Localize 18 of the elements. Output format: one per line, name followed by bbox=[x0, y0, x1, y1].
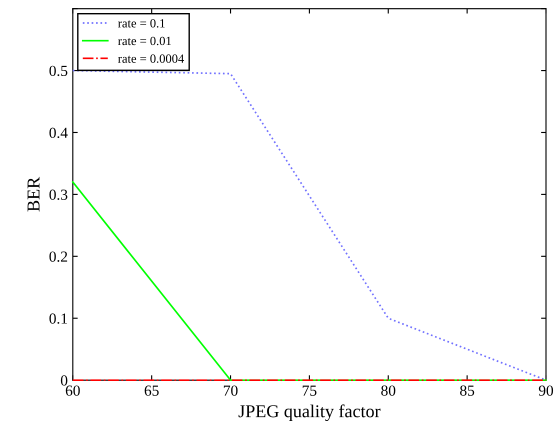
x-tick-label: 85 bbox=[460, 385, 474, 396]
y-tick-label: 0.2 bbox=[49, 251, 68, 262]
x-tick-label: 90 bbox=[538, 385, 554, 396]
x-tick-label: 60 bbox=[66, 385, 80, 396]
x-axis-title: JPEG quality factor bbox=[238, 404, 380, 422]
y-tick-label: 0 bbox=[60, 375, 68, 386]
x-tick-label: 65 bbox=[144, 386, 159, 396]
y-tick-label: 0.1 bbox=[49, 313, 68, 324]
y-axis-title: BER bbox=[28, 176, 40, 212]
x-tick-label: 80 bbox=[381, 385, 396, 396]
y-tick-label: 0.4 bbox=[49, 128, 68, 138]
y-tick-label: 0.3 bbox=[49, 190, 68, 200]
legend-label: rate = 0.0004 bbox=[118, 54, 184, 63]
legend-label: rate = 0.01 bbox=[118, 36, 171, 46]
y-tick-label: 0.5 bbox=[49, 66, 68, 76]
legend-label: rate = 0.1 bbox=[118, 19, 165, 28]
x-tick-label: 70 bbox=[224, 385, 238, 396]
x-tick-label: 75 bbox=[302, 386, 316, 396]
